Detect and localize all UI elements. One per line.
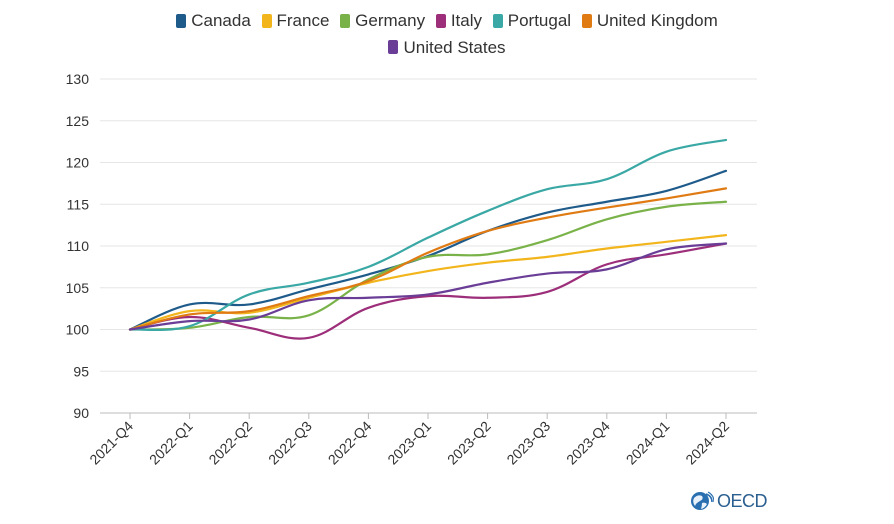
legend-item-canada[interactable]: Canada (176, 8, 251, 33)
y-tick-label-95: 95 (73, 363, 89, 379)
oecd-logo-text: OECD (717, 490, 768, 511)
x-tick-label-2021-Q4: 2021-Q4 (86, 418, 136, 468)
series-line-italy (128, 242, 728, 340)
y-tick-label-110: 110 (67, 238, 90, 254)
y-tick-label-120: 120 (66, 155, 90, 171)
legend-swatch-united-states (388, 40, 399, 54)
legend-label-germany: Germany (355, 11, 426, 30)
legend-item-united-kingdom[interactable]: United Kingdom (581, 8, 718, 33)
x-tick-label-2023-Q3: 2023-Q3 (503, 418, 553, 468)
grid-lines (100, 78, 757, 414)
oecd-logo: OECD (690, 490, 768, 512)
series-line-united-kingdom (128, 187, 728, 331)
series-line-canada (128, 169, 728, 331)
x-tick-label-2022-Q2: 2022-Q2 (205, 418, 255, 468)
series-line-united-states (128, 242, 728, 331)
globe-icon (691, 491, 714, 510)
legend-label-canada: Canada (191, 11, 251, 30)
series-line-portugal (128, 138, 728, 332)
x-tick-label-2023-Q2: 2023-Q2 (444, 418, 494, 468)
y-tick-label-100: 100 (66, 322, 90, 338)
y-tick-label-125: 125 (66, 113, 90, 129)
x-tick-label-2022-Q4: 2022-Q4 (325, 418, 375, 468)
x-tick-label-2023-Q1: 2023-Q1 (384, 418, 434, 468)
legend-swatch-portugal (492, 13, 503, 28)
y-tick-label-130: 130 (66, 71, 90, 87)
legend-label-united-states: United States (403, 37, 506, 57)
y-tick-label-115: 115 (67, 196, 90, 212)
legend-label-portugal: Portugal (507, 11, 572, 30)
legend-item-italy[interactable]: Italy (435, 8, 483, 33)
legend-row-2: United States (0, 35, 894, 62)
x-tick-label-2023-Q4: 2023-Q4 (563, 418, 613, 468)
legend-swatch-france (261, 13, 272, 28)
x-tick-label-2022-Q1: 2022-Q1 (146, 418, 196, 468)
x-tick-label-2024-Q2: 2024-Q2 (682, 418, 732, 468)
legend-item-portugal[interactable]: Portugal (492, 8, 572, 33)
legend-swatch-italy (435, 13, 446, 28)
series-lines (128, 138, 728, 340)
legend-swatch-canada (176, 13, 187, 28)
legend-label-france: France (276, 11, 330, 30)
x-tick-label-2022-Q3: 2022-Q3 (265, 418, 315, 468)
legend-label-italy: Italy (450, 11, 483, 30)
legend-swatch-united-kingdom (581, 13, 592, 28)
y-axis-ticks: 90 95 100 105 110 115 120 125 130 (66, 71, 90, 421)
legend-row-1: Canada France Germany Italy Portugal Uni… (0, 8, 894, 35)
chart-legend: Canada France Germany Italy Portugal Uni… (0, 8, 894, 61)
series-line-france (128, 234, 728, 331)
y-tick-label-105: 105 (66, 280, 90, 296)
legend-swatch-germany (340, 13, 351, 28)
legend-label-united-kingdom: United Kingdom (596, 11, 718, 30)
legend-item-united-states[interactable]: United States (388, 35, 506, 60)
legend-item-france[interactable]: France (261, 8, 330, 33)
x-tick-label-2024-Q1: 2024-Q1 (623, 418, 673, 468)
series-line-germany (128, 200, 728, 331)
x-axis: 2021-Q4 2022-Q1 2022-Q2 2022-Q3 2022-Q4 2023-… (86, 413, 732, 468)
y-tick-label-90: 90 (73, 405, 89, 421)
legend-item-germany[interactable]: Germany (340, 8, 425, 33)
